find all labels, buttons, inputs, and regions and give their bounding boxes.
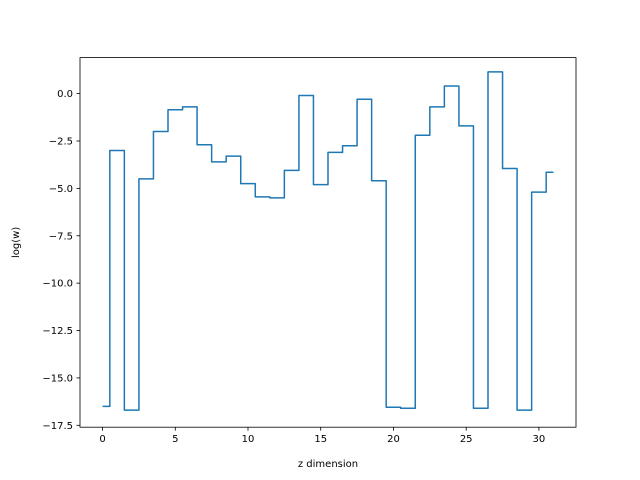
x-tick-label: 5 — [172, 434, 178, 445]
y-tick-label: −7.5 — [49, 231, 73, 242]
plot-area — [102, 71, 554, 411]
y-axis-label: log(w) — [11, 227, 22, 258]
axes-frame — [79, 57, 577, 428]
x-axis-label: z dimension — [298, 459, 358, 470]
y-tick-label: 0.0 — [57, 89, 73, 100]
y-axis-ticks: 0.0 −2.5 −5.0 −7.5 −10.0 −12.5 −15.0 −17.5 — [42, 89, 80, 432]
y-tick-label: −17.5 — [42, 421, 73, 432]
x-tick-label: 20 — [387, 434, 400, 445]
y-tick-label: −12.5 — [42, 326, 73, 337]
y-tick-label: −2.5 — [49, 136, 73, 147]
x-tick-label: 0 — [99, 434, 105, 445]
y-tick-label: −10.0 — [42, 279, 73, 290]
x-tick-label: 10 — [242, 434, 255, 445]
x-tick-label: 25 — [460, 434, 473, 445]
y-tick-label: −15.0 — [42, 373, 73, 384]
series-line-0 — [102, 71, 554, 411]
x-axis-ticks: 0 5 10 15 20 25 30 — [99, 427, 545, 445]
x-tick-label: 30 — [533, 434, 546, 445]
x-tick-label: 15 — [314, 434, 327, 445]
y-tick-label: −5.0 — [49, 184, 73, 195]
